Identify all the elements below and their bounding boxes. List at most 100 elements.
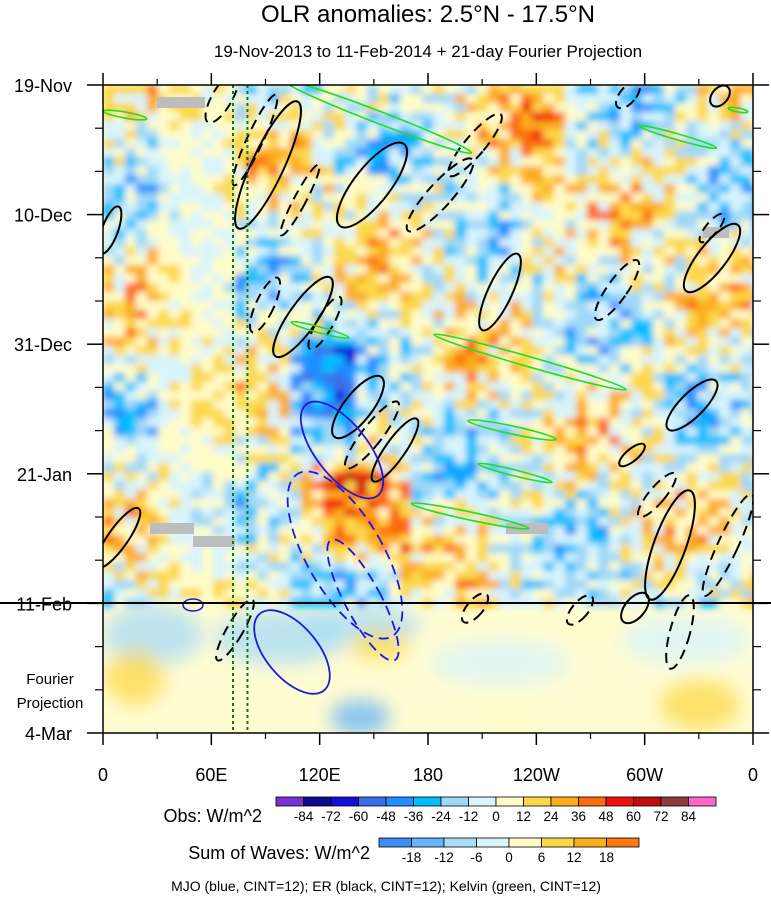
obs-cell bbox=[180, 157, 192, 167]
obs-cell bbox=[730, 238, 742, 248]
obs-cell bbox=[642, 400, 654, 410]
obs-cell bbox=[114, 571, 126, 581]
obs-cell bbox=[345, 238, 357, 248]
obs-cell bbox=[323, 202, 335, 212]
colorbar-swatch bbox=[508, 837, 542, 848]
obs-cell bbox=[279, 364, 291, 374]
obs-cell bbox=[444, 157, 456, 167]
obs-cell bbox=[213, 364, 225, 374]
obs-cell bbox=[466, 553, 478, 563]
obs-cell bbox=[103, 562, 115, 572]
obs-cell bbox=[180, 256, 192, 266]
obs-cell bbox=[213, 202, 225, 212]
obs-cell bbox=[180, 328, 192, 338]
obs-cell bbox=[169, 373, 181, 383]
obs-cell bbox=[279, 445, 291, 455]
obs-cell bbox=[411, 184, 423, 194]
obs-cell bbox=[686, 112, 698, 122]
obs-cell bbox=[180, 175, 192, 185]
obs-cell bbox=[488, 94, 500, 104]
obs-cell bbox=[664, 328, 676, 338]
contour-legend: MJO (blue, CINT=12); ER (black, CINT=12)… bbox=[171, 878, 601, 894]
obs-cell bbox=[675, 508, 687, 518]
obs-cell bbox=[345, 103, 357, 113]
obs-cell bbox=[136, 400, 148, 410]
obs-cell bbox=[114, 508, 126, 518]
x-tick-label: 0 bbox=[98, 765, 108, 785]
obs-cell bbox=[554, 337, 566, 347]
obs-cell bbox=[499, 499, 511, 509]
obs-cell bbox=[103, 265, 115, 275]
obs-cell bbox=[587, 436, 599, 446]
obs-cell bbox=[301, 247, 313, 257]
obs-cell bbox=[444, 184, 456, 194]
obs-cell bbox=[730, 184, 742, 194]
obs-cell bbox=[521, 481, 533, 491]
obs-cell bbox=[631, 481, 643, 491]
obs-cell bbox=[268, 355, 280, 365]
obs-cell bbox=[642, 517, 654, 527]
obs-cell bbox=[631, 364, 643, 374]
obs-cell bbox=[312, 517, 324, 527]
obs-cell bbox=[279, 193, 291, 203]
obs-cell bbox=[587, 508, 599, 518]
obs-cell bbox=[697, 499, 709, 509]
obs-cell bbox=[444, 193, 456, 203]
obs-cell bbox=[125, 112, 137, 122]
er-contour bbox=[565, 594, 595, 626]
obs-cell bbox=[378, 292, 390, 302]
obs-cell bbox=[147, 292, 159, 302]
obs-cell bbox=[697, 85, 709, 95]
obs-cell bbox=[433, 454, 445, 464]
obs-cell bbox=[103, 211, 115, 221]
obs-cell bbox=[576, 184, 588, 194]
obs-cell bbox=[169, 562, 181, 572]
obs-cell bbox=[631, 562, 643, 572]
obs-cell bbox=[675, 337, 687, 347]
obs-cell bbox=[433, 382, 445, 392]
obs-cell bbox=[730, 454, 742, 464]
obs-cell bbox=[686, 580, 698, 590]
obs-cell bbox=[257, 409, 269, 419]
obs-cell bbox=[609, 526, 621, 536]
obs-cell bbox=[323, 175, 335, 185]
obs-cell bbox=[642, 166, 654, 176]
obs-cell bbox=[235, 274, 247, 284]
obs-cell bbox=[554, 382, 566, 392]
obs-cell bbox=[312, 490, 324, 500]
obs-cell bbox=[356, 256, 368, 266]
obs-cell bbox=[433, 391, 445, 401]
obs-cell bbox=[323, 382, 335, 392]
obs-cell bbox=[697, 490, 709, 500]
obs-cell bbox=[180, 112, 192, 122]
obs-cell bbox=[301, 562, 313, 572]
obs-cell bbox=[752, 328, 753, 338]
obs-cell bbox=[202, 184, 214, 194]
obs-cell bbox=[752, 490, 753, 500]
obs-cell bbox=[664, 247, 676, 257]
colorbar-tick-label: -24 bbox=[431, 809, 451, 824]
obs-cell bbox=[158, 310, 170, 320]
obs-cell bbox=[191, 400, 203, 410]
obs-cell bbox=[213, 211, 225, 221]
obs-cell bbox=[334, 157, 346, 167]
obs-cell bbox=[389, 499, 401, 509]
obs-cell bbox=[411, 580, 423, 590]
obs-cell bbox=[510, 211, 522, 221]
obs-cell bbox=[202, 364, 214, 374]
obs-cell bbox=[323, 373, 335, 383]
obs-cell bbox=[257, 463, 269, 473]
obs-cell bbox=[466, 454, 478, 464]
obs-cell bbox=[125, 553, 137, 563]
obs-cell bbox=[752, 454, 753, 464]
obs-cell bbox=[741, 391, 753, 401]
obs-cell bbox=[312, 292, 324, 302]
obs-cell bbox=[279, 301, 291, 311]
obs-cell bbox=[741, 346, 753, 356]
obs-cell bbox=[400, 328, 412, 338]
obs-cell bbox=[433, 499, 445, 509]
obs-cell bbox=[752, 436, 753, 446]
obs-cell bbox=[631, 319, 643, 329]
obs-cell bbox=[433, 364, 445, 374]
obs-cell bbox=[224, 121, 236, 131]
